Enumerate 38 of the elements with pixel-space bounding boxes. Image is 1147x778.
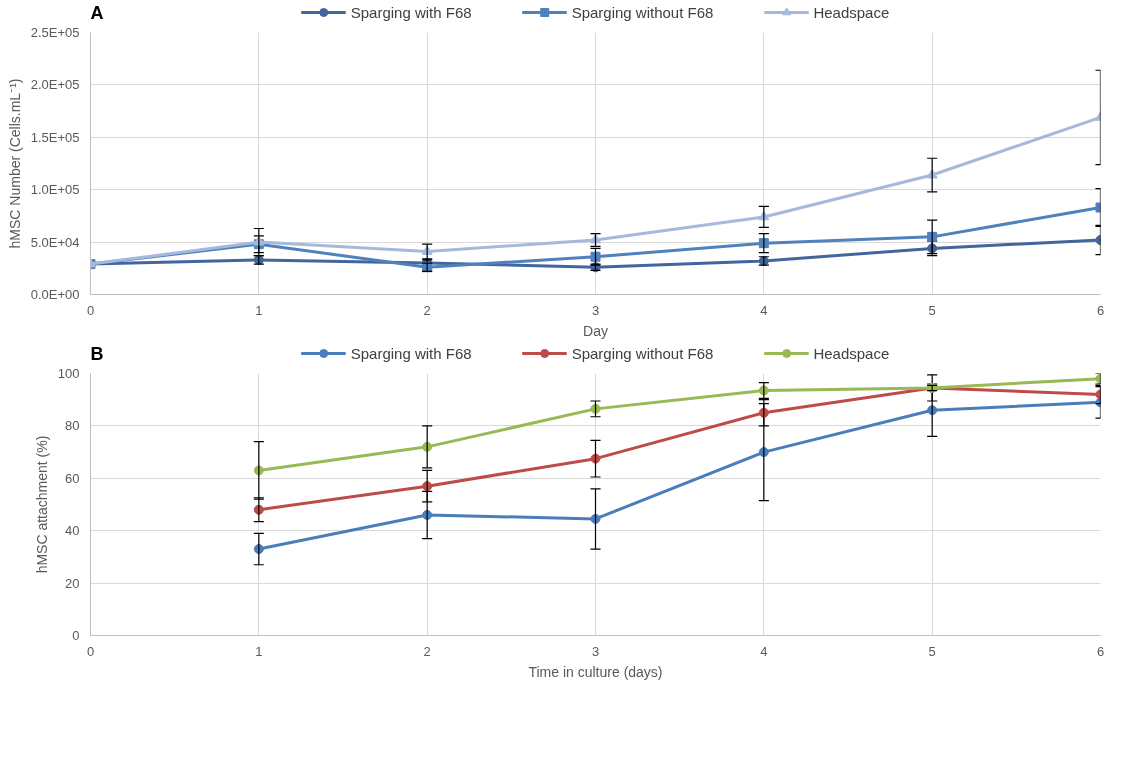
x-tick-label: 6 <box>1096 643 1105 659</box>
x-tick-label: 3 <box>591 643 600 659</box>
x-tick-label: 0 <box>86 302 95 318</box>
legend-label: Sparging with F68 <box>350 344 472 362</box>
chart-title: B <box>90 343 104 364</box>
y-tick-label: 100 <box>57 366 80 381</box>
x-tick-label: 5 <box>928 643 936 659</box>
legend-label: Sparging without F68 <box>571 3 714 21</box>
x-axis-title: Time in culture (days) <box>528 663 663 680</box>
legend-label: Sparging with F68 <box>350 3 472 21</box>
x-tick-label: 2 <box>423 643 431 659</box>
y-tick-label: 40 <box>65 523 80 539</box>
y-tick-label: 2.0E+05 <box>30 77 80 93</box>
x-tick-label: 5 <box>928 302 936 318</box>
y-tick-label: 5.0E+04 <box>30 234 80 250</box>
legend-label: Headspace <box>813 344 890 362</box>
x-tick-label: 4 <box>760 302 768 318</box>
y-tick-label: 80 <box>65 418 80 434</box>
y-tick-label: 0 <box>72 628 80 643</box>
x-axis-title: Day <box>583 322 608 339</box>
x-tick-label: 4 <box>760 643 768 659</box>
y-tick-label: 2.5E+05 <box>30 25 80 40</box>
y-tick-label: 60 <box>65 470 80 486</box>
x-tick-label: 1 <box>255 302 263 318</box>
legend-label: Sparging without F68 <box>571 344 714 362</box>
x-tick-label: 0 <box>86 643 95 659</box>
x-tick-label: 1 <box>255 643 263 659</box>
legend-label: Headspace <box>813 3 890 21</box>
y-axis-title: hMSC Number (Cells.mL⁻¹) <box>6 78 23 249</box>
y-tick-label: 20 <box>65 575 80 591</box>
chart-title: A <box>90 2 104 23</box>
y-tick-label: 0.0E+00 <box>30 287 80 302</box>
x-tick-label: 2 <box>423 302 431 318</box>
x-tick-label: 6 <box>1096 302 1105 318</box>
y-tick-label: 1.0E+05 <box>30 182 80 198</box>
x-tick-label: 3 <box>591 302 600 318</box>
y-axis-title: hMSC attachment (%) <box>33 435 50 574</box>
y-tick-label: 1.5E+05 <box>30 129 80 145</box>
